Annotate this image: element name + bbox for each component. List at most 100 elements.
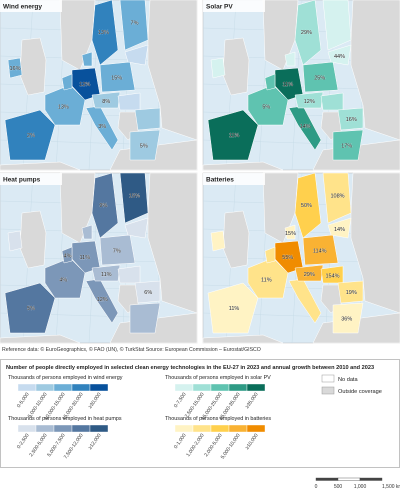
scale-label: 0: [315, 484, 318, 490]
growth-label: 2%: [27, 133, 35, 139]
growth-label: 55%: [282, 255, 293, 261]
country: [4, 282, 56, 334]
country: [284, 51, 296, 67]
growth-label: 29%: [301, 30, 312, 36]
growth-label: 16%: [346, 117, 357, 123]
growth-label: 9%: [99, 203, 107, 209]
country: [210, 57, 226, 79]
country: [294, 0, 322, 66]
growth-label: 15%: [111, 75, 122, 81]
growth-label: 19%: [346, 290, 357, 296]
country: [61, 246, 73, 264]
country: [294, 264, 324, 282]
legend-swatch: [53, 424, 73, 433]
growth-label: 11%: [229, 133, 240, 139]
country: [124, 217, 149, 239]
growth-label: 14%: [300, 124, 311, 130]
scale-segment: [359, 477, 383, 481]
panel-title: Heat pumps: [3, 177, 41, 184]
non-eu-land: [0, 161, 81, 171]
country: [4, 109, 56, 161]
panel-title-bg: [203, 0, 265, 12]
legend-swatch: [210, 424, 230, 433]
growth-label: 6%: [144, 290, 152, 296]
country: [61, 73, 73, 91]
map-panel: Solar PV 29% 44% 11% 25% 12% 16% 17% 14% 11% 5%: [202, 0, 400, 171]
scale-segment: [337, 477, 361, 481]
country: [327, 44, 352, 66]
growth-label: 4%: [59, 278, 67, 284]
panel-title-bg: [203, 173, 265, 185]
legend-swatch: [246, 383, 266, 392]
growth-label: 11%: [261, 278, 272, 284]
legend-swatch: [192, 383, 212, 392]
growth-label: 11%: [79, 255, 90, 261]
country: [7, 230, 23, 252]
legend-group-title: Thousands of persons employed in solar P…: [165, 375, 271, 381]
panel-title: Batteries: [206, 177, 234, 184]
country: [302, 234, 339, 266]
country: [81, 224, 93, 240]
country: [322, 172, 352, 224]
growth-label: 154%: [325, 273, 339, 279]
growth-label: 5%: [262, 105, 270, 111]
country: [207, 109, 259, 161]
outside-swatch: [321, 386, 335, 395]
country: [337, 280, 364, 304]
growth-label: 3%: [98, 124, 106, 130]
map-panel: Wind energy 7% 16% 12% 15% 13% 13% 8% 2% 3% 5%: [0, 0, 198, 171]
panel-title: Solar PV: [206, 4, 233, 11]
country: [129, 129, 161, 161]
country: [91, 0, 119, 66]
growth-label: 12%: [79, 82, 90, 88]
legend-swatch: [71, 424, 91, 433]
legend-swatch: [192, 424, 212, 433]
map-panel: Batteries 50% 108% 14% 15% 29% 55% 114% 154% 11% 3…: [202, 172, 400, 344]
growth-label: 8%: [102, 99, 110, 105]
growth-label: 11%: [101, 272, 112, 278]
country: [91, 172, 119, 239]
scale-label: 1,000: [354, 484, 367, 490]
legend-swatch: [174, 383, 194, 392]
non-eu-land: [147, 172, 198, 314]
country: [327, 217, 352, 239]
country: [320, 92, 344, 111]
legend-swatch: [246, 424, 266, 433]
growth-label: 5%: [27, 306, 35, 312]
country: [337, 107, 364, 131]
legend-swatch: [174, 424, 194, 433]
country: [294, 172, 322, 239]
legend-swatch: [35, 424, 55, 433]
legend-group-title: Thousands of persons employed in heat pu…: [8, 416, 122, 422]
panel-title-bg: [0, 0, 62, 12]
country: [99, 61, 136, 93]
non-eu-land: [147, 0, 198, 141]
outside-label: Outside coverage: [338, 389, 382, 395]
scale-label: 1,500 km: [382, 484, 400, 490]
country: [119, 0, 149, 51]
growth-label: 13%: [58, 105, 69, 111]
growth-label: 12%: [97, 297, 108, 303]
country: [332, 129, 364, 161]
scale-segment: [315, 477, 339, 481]
country: [99, 234, 136, 266]
growth-label: 7%: [131, 21, 139, 27]
country: [322, 0, 352, 51]
growth-label: 11%: [229, 306, 240, 312]
panel-title: Wind energy: [3, 4, 42, 11]
country: [332, 302, 364, 334]
country: [124, 44, 149, 66]
growth-label: 25%: [314, 75, 325, 81]
growth-label: 16%: [9, 66, 20, 72]
legend-swatch: [35, 383, 55, 392]
growth-label: 29%: [304, 272, 315, 278]
country: [302, 61, 339, 93]
legend-swatch: [228, 383, 248, 392]
growth-label: 15%: [129, 194, 140, 200]
growth-label: 15%: [285, 231, 296, 237]
country: [207, 282, 259, 334]
no-data-label: No data: [338, 377, 358, 383]
country: [134, 280, 161, 304]
non-eu-land: [202, 334, 284, 344]
